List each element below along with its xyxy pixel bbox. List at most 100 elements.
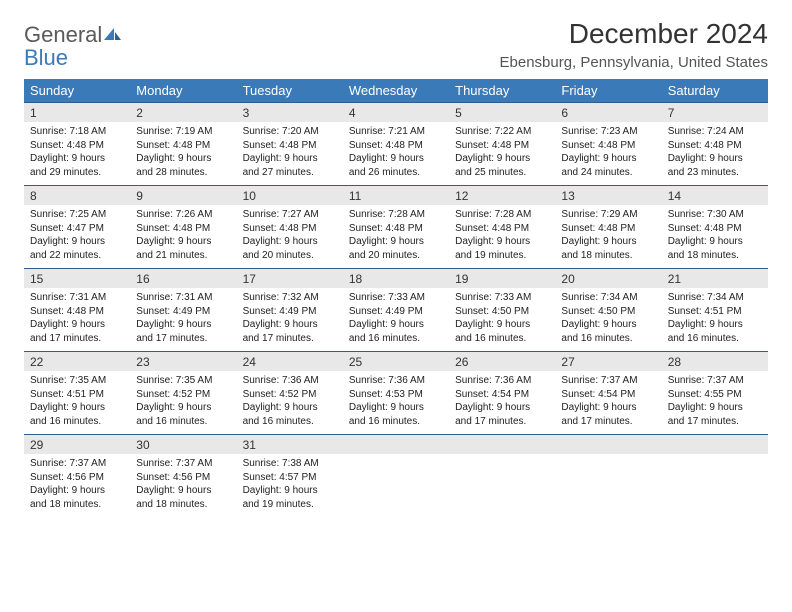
sunset-line: Sunset: 4:56 PM (136, 471, 230, 485)
day-detail-cell: Sunrise: 7:22 AMSunset: 4:48 PMDaylight:… (449, 122, 555, 186)
day-detail-cell: Sunrise: 7:38 AMSunset: 4:57 PMDaylight:… (237, 454, 343, 517)
weekday-header: Saturday (662, 79, 768, 103)
day-number-cell: 31 (237, 435, 343, 455)
day-number-cell: 28 (662, 352, 768, 372)
sunrise-line: Sunrise: 7:33 AM (349, 291, 443, 305)
day-detail-cell (449, 454, 555, 517)
daylight-line: Daylight: 9 hours and 29 minutes. (30, 152, 124, 179)
sunset-line: Sunset: 4:57 PM (243, 471, 337, 485)
day-number-cell: 25 (343, 352, 449, 372)
sunset-line: Sunset: 4:48 PM (243, 222, 337, 236)
day-detail-cell: Sunrise: 7:23 AMSunset: 4:48 PMDaylight:… (555, 122, 661, 186)
sunrise-line: Sunrise: 7:30 AM (668, 208, 762, 222)
day-number-cell: 21 (662, 269, 768, 289)
day-number-cell: 17 (237, 269, 343, 289)
day-detail-cell: Sunrise: 7:35 AMSunset: 4:51 PMDaylight:… (24, 371, 130, 435)
sunrise-line: Sunrise: 7:35 AM (136, 374, 230, 388)
day-number-cell (662, 435, 768, 455)
sunset-line: Sunset: 4:48 PM (668, 222, 762, 236)
sunset-line: Sunset: 4:49 PM (349, 305, 443, 319)
day-detail-cell: Sunrise: 7:34 AMSunset: 4:51 PMDaylight:… (662, 288, 768, 352)
day-detail-cell: Sunrise: 7:36 AMSunset: 4:52 PMDaylight:… (237, 371, 343, 435)
sunrise-line: Sunrise: 7:37 AM (561, 374, 655, 388)
day-detail-cell: Sunrise: 7:34 AMSunset: 4:50 PMDaylight:… (555, 288, 661, 352)
daylight-line: Daylight: 9 hours and 16 minutes. (455, 318, 549, 345)
weekday-header: Tuesday (237, 79, 343, 103)
sunset-line: Sunset: 4:48 PM (136, 222, 230, 236)
day-number-row: 22232425262728 (24, 352, 768, 372)
calendar-page: General Blue December 2024 Ebensburg, Pe… (0, 0, 792, 535)
logo-text-blue: Blue (24, 45, 68, 70)
day-number-cell: 30 (130, 435, 236, 455)
day-detail-cell: Sunrise: 7:20 AMSunset: 4:48 PMDaylight:… (237, 122, 343, 186)
daylight-line: Daylight: 9 hours and 23 minutes. (668, 152, 762, 179)
day-detail-row: Sunrise: 7:25 AMSunset: 4:47 PM Daylight:… (24, 205, 768, 269)
day-detail-cell: Sunrise: 7:19 AMSunset: 4:48 PMDaylight:… (130, 122, 236, 186)
day-detail-cell: Sunrise: 7:21 AMSunset: 4:48 PMDaylight:… (343, 122, 449, 186)
daylight-line: Daylight: 9 hours and 17 minutes. (561, 401, 655, 428)
day-detail-cell: Sunrise: 7:29 AMSunset: 4:48 PMDaylight:… (555, 205, 661, 269)
sunrise-line: Sunrise: 7:37 AM (30, 457, 124, 471)
sunrise-line: Sunrise: 7:19 AM (136, 125, 230, 139)
sunset-line: Sunset: 4:48 PM (243, 139, 337, 153)
sunset-line: Sunset: 4:54 PM (455, 388, 549, 402)
sunset-line: Sunset: 4:48 PM (455, 139, 549, 153)
day-number-cell: 4 (343, 103, 449, 123)
day-number-cell: 2 (130, 103, 236, 123)
sunset-line: Sunset: 4:50 PM (455, 305, 549, 319)
daylight-line: Daylight: 9 hours and 28 minutes. (136, 152, 230, 179)
daylight-line: Daylight: 9 hours and 16 minutes. (243, 401, 337, 428)
calendar-body: 1234567Sunrise: 7:18 AMSunset: 4:48 PMDa… (24, 103, 768, 518)
sunrise-line: Sunrise: 7:18 AM (30, 125, 124, 139)
daylight-line: Daylight: 9 hours and 17 minutes. (668, 401, 762, 428)
daylight-line: Daylight: 9 hours and 16 minutes. (136, 401, 230, 428)
day-number-cell: 20 (555, 269, 661, 289)
day-number-cell: 27 (555, 352, 661, 372)
month-title: December 2024 (500, 18, 769, 50)
day-number-row: 1234567 (24, 103, 768, 123)
sunset-line: Sunset: 4:48 PM (455, 222, 549, 236)
day-number-cell: 18 (343, 269, 449, 289)
day-detail-cell: Sunrise: 7:27 AMSunset: 4:48 PMDaylight:… (237, 205, 343, 269)
sunrise-line: Sunrise: 7:21 AM (349, 125, 443, 139)
day-detail-cell: Sunrise: 7:31 AMSunset: 4:48 PMDaylight:… (24, 288, 130, 352)
sunset-line: Sunset: 4:47 PM (30, 222, 124, 236)
sunset-line: Sunset: 4:51 PM (30, 388, 124, 402)
sunset-line: Sunset: 4:49 PM (136, 305, 230, 319)
daylight-line: Daylight: 9 hours and 26 minutes. (349, 152, 443, 179)
title-block: December 2024 Ebensburg, Pennsylvania, U… (500, 18, 769, 71)
sunset-line: Sunset: 4:48 PM (349, 139, 443, 153)
sunrise-line: Sunrise: 7:29 AM (561, 208, 655, 222)
location-subtitle: Ebensburg, Pennsylvania, United States (500, 54, 769, 71)
sunset-line: Sunset: 4:48 PM (136, 139, 230, 153)
day-number-cell: 11 (343, 186, 449, 206)
logo-text-block: General Blue (24, 24, 122, 70)
sunrise-line: Sunrise: 7:36 AM (455, 374, 549, 388)
daylight-line: Daylight: 9 hours and 17 minutes. (30, 318, 124, 345)
sunrise-line: Sunrise: 7:25 AM (30, 208, 124, 222)
logo-sail-icon (102, 26, 122, 47)
day-number-cell: 8 (24, 186, 130, 206)
day-number-cell: 16 (130, 269, 236, 289)
day-number-cell (449, 435, 555, 455)
sunrise-line: Sunrise: 7:35 AM (30, 374, 124, 388)
day-detail-cell: Sunrise: 7:18 AMSunset: 4:48 PMDaylight:… (24, 122, 130, 186)
sunrise-line: Sunrise: 7:38 AM (243, 457, 337, 471)
day-number-cell: 14 (662, 186, 768, 206)
daylight-line: Daylight: 9 hours and 18 minutes. (668, 235, 762, 262)
sunrise-line: Sunrise: 7:36 AM (243, 374, 337, 388)
day-number-cell: 23 (130, 352, 236, 372)
sunrise-line: Sunrise: 7:28 AM (455, 208, 549, 222)
sunset-line: Sunset: 4:48 PM (349, 222, 443, 236)
sunset-line: Sunset: 4:50 PM (561, 305, 655, 319)
sunrise-line: Sunrise: 7:31 AM (30, 291, 124, 305)
daylight-line: Daylight: 9 hours and 17 minutes. (136, 318, 230, 345)
sunrise-line: Sunrise: 7:37 AM (668, 374, 762, 388)
sunrise-line: Sunrise: 7:32 AM (243, 291, 337, 305)
sunset-line: Sunset: 4:56 PM (30, 471, 124, 485)
day-number-cell (343, 435, 449, 455)
daylight-line: Daylight: 9 hours and 19 minutes. (455, 235, 549, 262)
sunrise-line: Sunrise: 7:27 AM (243, 208, 337, 222)
weekday-header-row: Sunday Monday Tuesday Wednesday Thursday… (24, 79, 768, 103)
weekday-header: Monday (130, 79, 236, 103)
